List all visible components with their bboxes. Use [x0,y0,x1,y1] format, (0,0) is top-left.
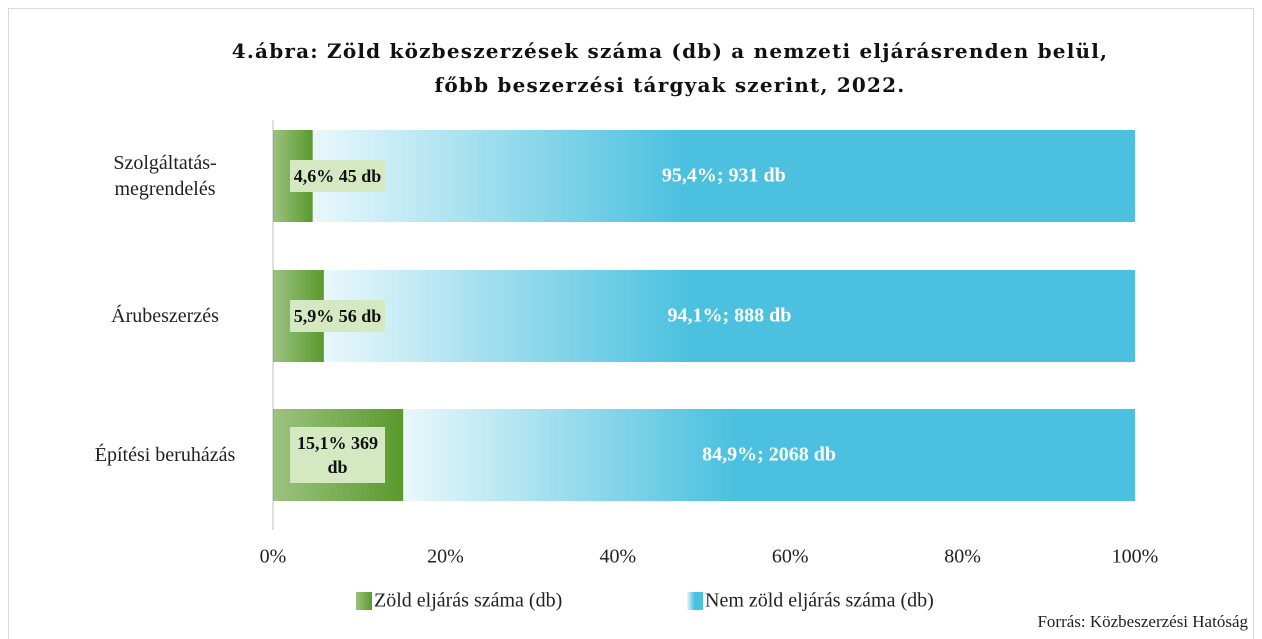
x-tick-label: 40% [599,546,636,568]
chart-title: 4.ábra: Zöld közbeszerzések száma (db) a… [231,39,1109,97]
x-tick-label: 100% [1112,546,1159,568]
source-note: Forrás: Közbeszerzési Hatóság [1037,612,1248,631]
bar-segment [312,130,1136,222]
y-tick-label: Szolgáltatás-megrendelés [113,152,217,200]
bar-segment [403,409,1135,501]
bar-segment [323,270,1135,362]
legend-swatch [687,592,703,610]
data-label: 5,9% 56 db [290,300,385,332]
y-tick-label: Építési beruházás [94,444,236,466]
x-tick-label: 60% [772,546,809,568]
legend-label: Nem zöld eljárás száma (db) [705,590,934,612]
data-label: 15,1% 369 db [290,427,385,483]
data-label: 4,6% 45 db [290,160,385,192]
frame [8,8,1254,639]
legend-swatch [356,592,372,610]
x-tick-label: 80% [944,546,981,568]
data-label: 95,4%; 931 db [661,164,786,187]
y-tick-label: Árubeszerzés [111,305,219,327]
x-tick-label: 20% [427,546,464,568]
data-label: 84,9%; 2068 db [702,443,837,466]
legend-label: Zöld eljárás száma (db) [374,590,562,612]
data-label: 94,1%; 888 db [667,304,792,327]
x-tick-label: 0% [260,546,287,568]
